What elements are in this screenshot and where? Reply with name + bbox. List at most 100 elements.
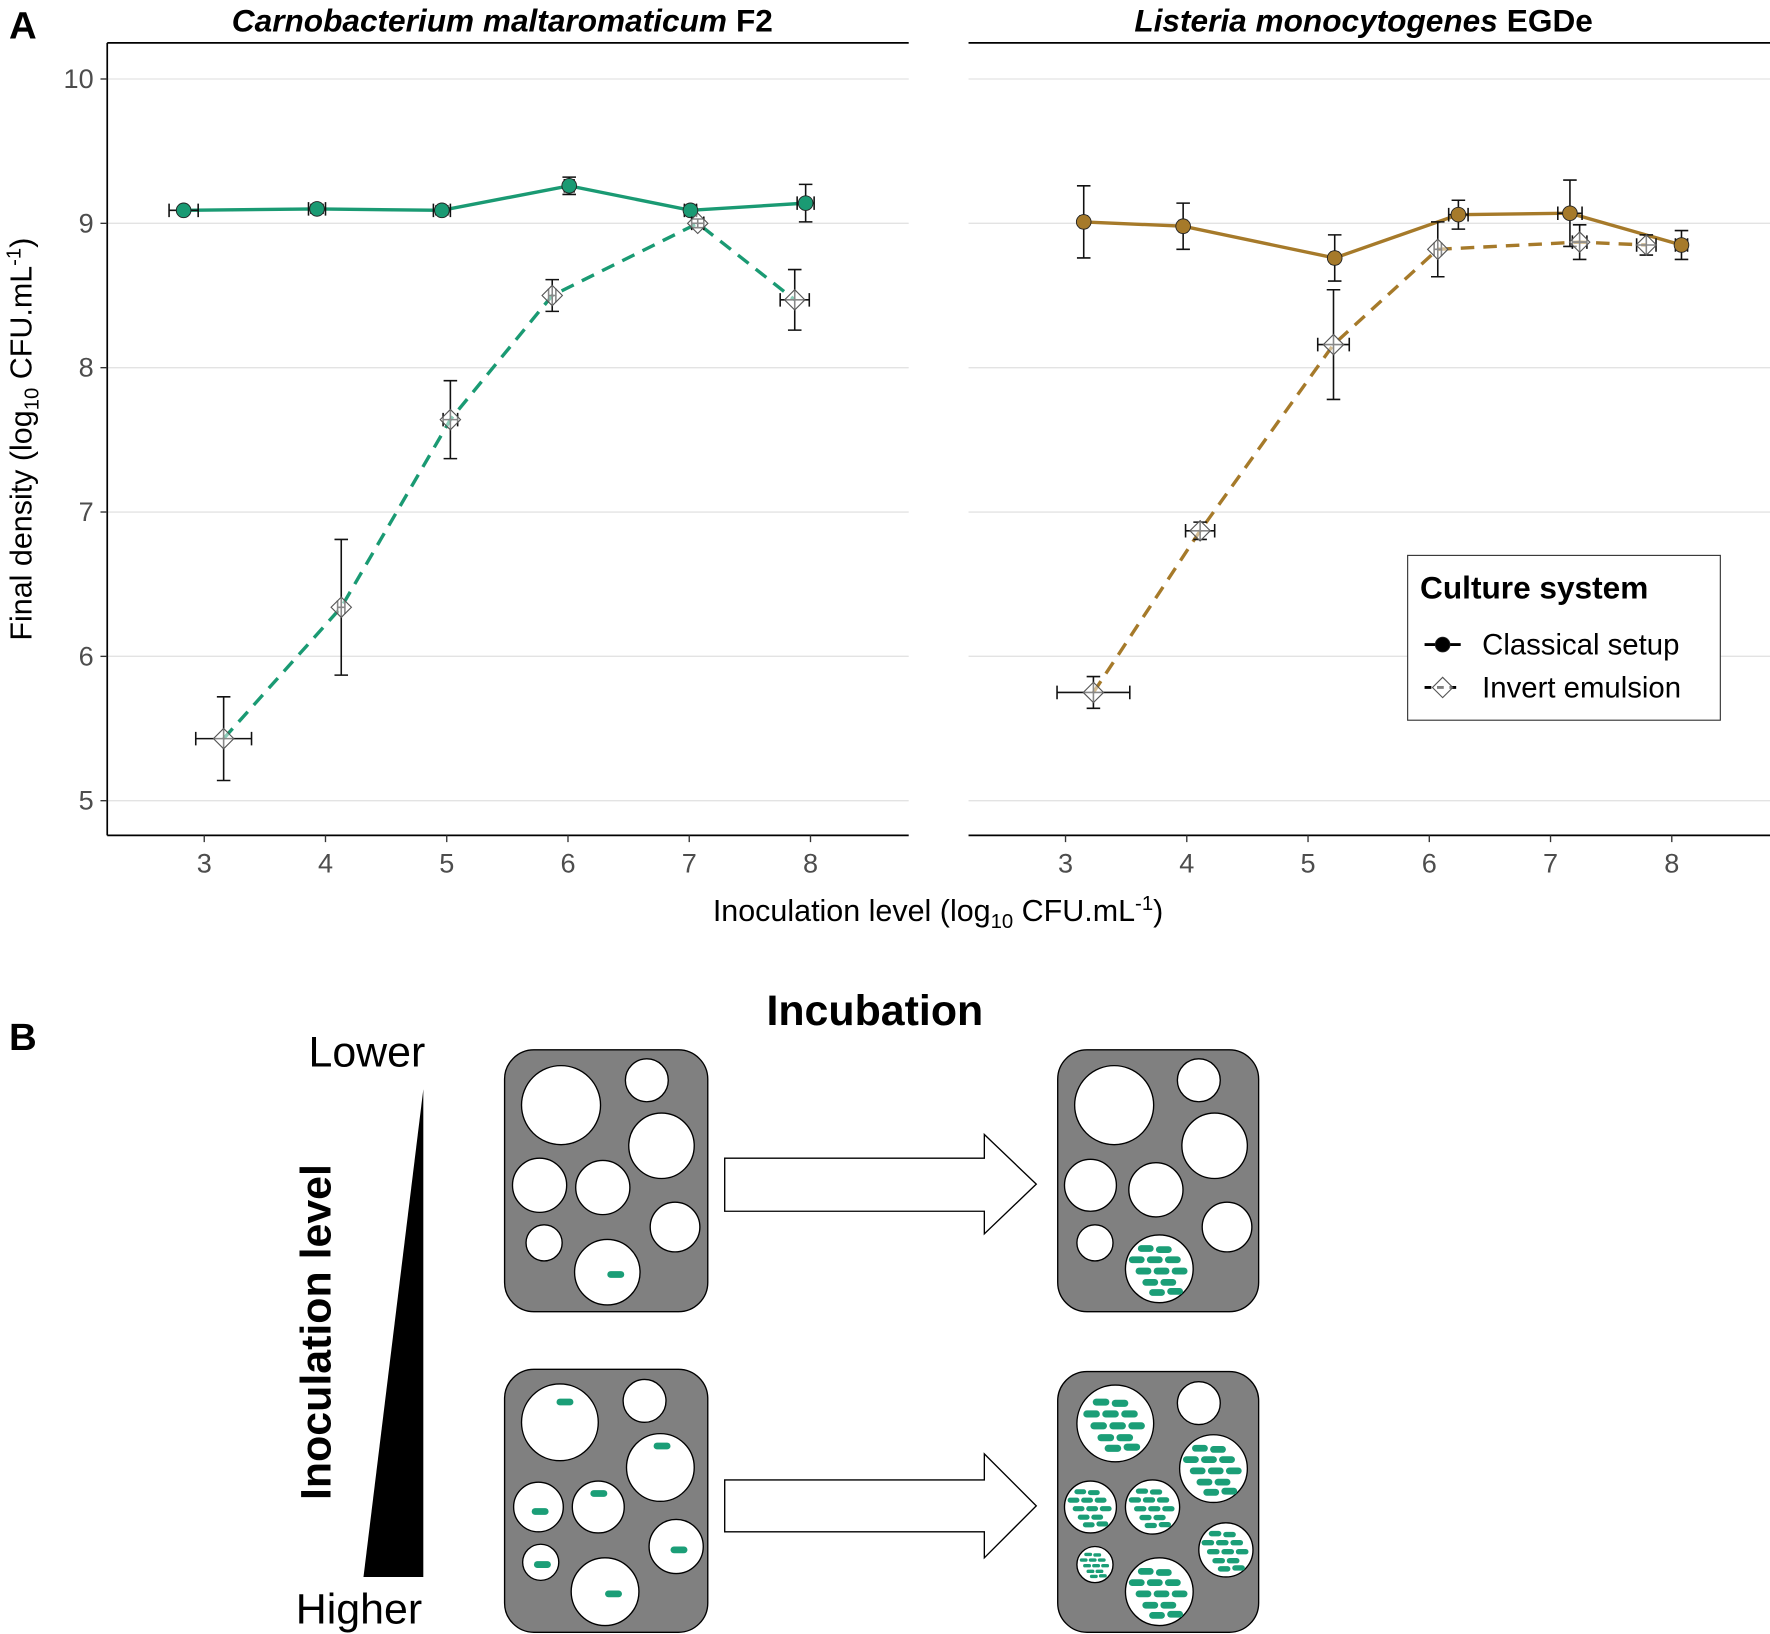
droplet xyxy=(512,1481,564,1533)
label-part: CFU.mL xyxy=(1013,894,1135,928)
droplet xyxy=(1063,1158,1118,1212)
bacterium xyxy=(590,1490,608,1497)
arrow xyxy=(724,1452,1038,1560)
droplet xyxy=(571,1480,625,1534)
bacterium xyxy=(533,1561,551,1568)
point xyxy=(309,201,325,217)
label-part: ) xyxy=(5,238,39,248)
x-tick-label: 5 xyxy=(439,848,454,879)
x-tick-label: 3 xyxy=(1058,848,1073,879)
x-tick-label: 8 xyxy=(1664,848,1679,879)
point xyxy=(1322,333,1345,356)
x-axis-label: Inoculation level (log10 CFU.mL-1) xyxy=(713,893,1163,933)
droplet xyxy=(1181,1112,1249,1180)
label-sup: -1 xyxy=(3,248,25,266)
droplet xyxy=(525,1224,563,1262)
point xyxy=(1075,214,1092,230)
x-tick-label: 4 xyxy=(318,848,333,879)
y-tick-label: 5 xyxy=(79,785,94,816)
y-tick-label: 10 xyxy=(64,63,94,94)
point xyxy=(212,727,235,750)
y-tick-label: 9 xyxy=(79,207,94,238)
bacterium xyxy=(605,1590,622,1598)
gradient-triangle xyxy=(363,1089,424,1577)
arrow xyxy=(724,1132,1038,1236)
label-part: CFU.mL xyxy=(5,266,39,388)
point xyxy=(330,596,353,619)
point xyxy=(1426,238,1449,261)
bacterium xyxy=(653,1442,671,1450)
droplet xyxy=(575,1159,631,1216)
bacterium xyxy=(607,1271,625,1278)
label-sub: 10 xyxy=(991,911,1014,933)
panel-title: Listeria monocytogenes EGDe xyxy=(1134,3,1592,39)
point xyxy=(1189,519,1212,542)
top-label: Lower xyxy=(308,1029,425,1077)
x-tick-label: 6 xyxy=(560,848,575,879)
point xyxy=(1673,237,1690,253)
droplet xyxy=(573,1238,641,1306)
legend-marker xyxy=(1434,636,1451,653)
x-tick-label: 6 xyxy=(1422,848,1437,879)
point xyxy=(561,178,577,194)
x-tick-label: 3 xyxy=(197,848,212,879)
point xyxy=(1175,218,1191,235)
x-tick-label: 4 xyxy=(1179,848,1194,879)
series-line xyxy=(183,184,806,213)
panel: Carnobacterium maltaromaticum F2 3 4 5 6 7 8 5 6 7… xyxy=(64,3,909,879)
droplet xyxy=(622,1378,667,1424)
point xyxy=(797,195,814,211)
bacterium xyxy=(556,1398,574,1406)
point xyxy=(1635,234,1658,256)
y-tick-label: 8 xyxy=(79,352,94,383)
point xyxy=(686,212,709,235)
panel-label: A xyxy=(9,4,37,47)
x-tick-label: 7 xyxy=(1543,848,1558,879)
point xyxy=(1082,681,1105,704)
droplet xyxy=(511,1157,568,1214)
droplet xyxy=(628,1112,695,1180)
diagram-axis-label: Inoculation level xyxy=(293,1164,341,1500)
plot-area: Carnobacterium maltaromaticum F2 3 4 5 6 7 8 5 6 7… xyxy=(64,3,1770,879)
point xyxy=(783,288,806,311)
series-line xyxy=(1083,211,1682,260)
series-line xyxy=(222,221,796,740)
droplet xyxy=(625,1432,695,1503)
droplet xyxy=(624,1058,669,1103)
panel-title-species: Listeria monocytogenes xyxy=(1134,3,1497,39)
bottom-label: Higher xyxy=(296,1585,422,1633)
panel-label: B xyxy=(9,1016,37,1059)
legend: Culture system Classical setup Invert emul… xyxy=(1407,554,1721,721)
y-tick-label: 6 xyxy=(79,640,94,671)
point xyxy=(541,284,564,307)
point xyxy=(1568,231,1591,254)
point xyxy=(439,408,462,431)
panel-title: Carnobacterium maltaromaticum F2 xyxy=(232,3,773,39)
droplet xyxy=(1176,1381,1221,1426)
point xyxy=(1326,250,1343,266)
panel: Listeria monocytogenes EGDe 3 4 5 6 7 8 xyxy=(968,3,1770,879)
droplet xyxy=(1076,1224,1114,1262)
droplet xyxy=(1073,1064,1155,1146)
y-axis-label: Final density (log10 CFU.mL-1) xyxy=(3,238,43,641)
legend-box xyxy=(1407,554,1721,721)
droplet xyxy=(1128,1162,1184,1218)
point xyxy=(1450,206,1467,223)
panel-title-strain: F2 xyxy=(736,3,773,39)
panel-title-strain: EGDe xyxy=(1507,3,1593,39)
point xyxy=(682,202,699,219)
droplet xyxy=(1201,1201,1253,1253)
series-line xyxy=(1092,240,1647,694)
droplet xyxy=(520,1064,602,1146)
label-part: ) xyxy=(1153,894,1163,928)
legend-label: Invert emulsion xyxy=(1482,672,1681,705)
point xyxy=(175,202,192,219)
droplet xyxy=(570,1557,640,1627)
droplet xyxy=(520,1383,599,1462)
point xyxy=(434,202,450,219)
panel-title-species: Carnobacterium maltaromaticum xyxy=(232,3,727,39)
y-tick-label: 7 xyxy=(79,496,94,527)
legend-title: Culture system xyxy=(1420,569,1648,605)
x-tick-label: 7 xyxy=(682,848,697,879)
legend-label: Classical setup xyxy=(1482,629,1679,662)
